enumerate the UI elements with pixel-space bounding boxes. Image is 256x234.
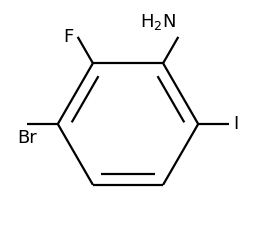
Text: Br: Br	[17, 129, 37, 147]
Text: I: I	[233, 115, 239, 133]
Text: F: F	[63, 28, 73, 46]
Text: H$_2$N: H$_2$N	[140, 12, 176, 32]
